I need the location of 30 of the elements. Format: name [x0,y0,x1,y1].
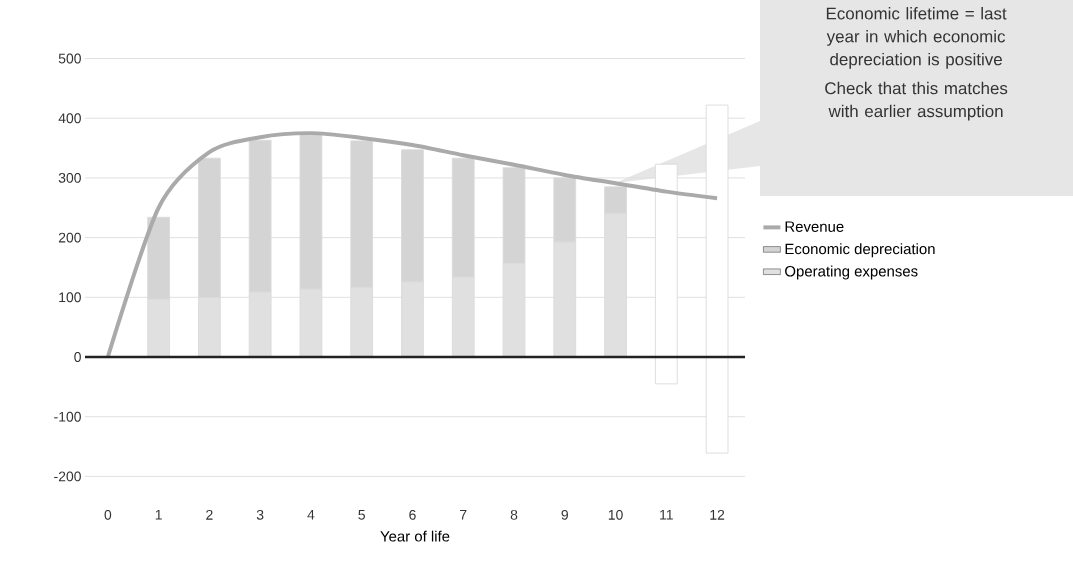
x-tick-label: 3 [256,509,264,520]
y-tick-label: 200 [58,232,81,243]
x-tick-label: 7 [460,509,467,520]
x-tick-label: 12 [710,509,725,520]
text: Check that this matches with earlier assumption [825,81,1008,121]
y-tick-label: 0 [74,352,81,362]
legend-label: Operating expenses [785,265,918,280]
x-tick-label: 11 [660,509,673,520]
x-tick-label: 4 [307,509,315,520]
y-tick-label: 500 [58,53,81,64]
legend-label: Economic depreciation [785,243,935,258]
y-tick-label: -200 [54,471,81,482]
bar [654,356,678,385]
x-tick-label: 9 [561,509,568,520]
bar [705,356,729,454]
line-series [105,131,720,359]
x-axis-title: Year of life [380,530,450,542]
y-tick-label: 400 [58,113,81,124]
x-tick-label: 1 [155,509,162,520]
text: Economic lifetime = last year in which economic depreciation is positive [826,7,1007,69]
y-tick-label: -100 [54,411,81,422]
y-tick-label: 100 [59,292,81,303]
legend-label: Revenue [785,221,844,232]
x-tick-label: 8 [510,509,518,520]
y-tick-label: 300 [58,172,81,183]
x-tick-label: 10 [608,509,623,520]
x-tick-label: 6 [409,509,416,520]
x-tick-label: 2 [206,509,213,520]
x-tick-label: 5 [358,509,365,520]
x-tick-label: 0 [104,509,112,520]
